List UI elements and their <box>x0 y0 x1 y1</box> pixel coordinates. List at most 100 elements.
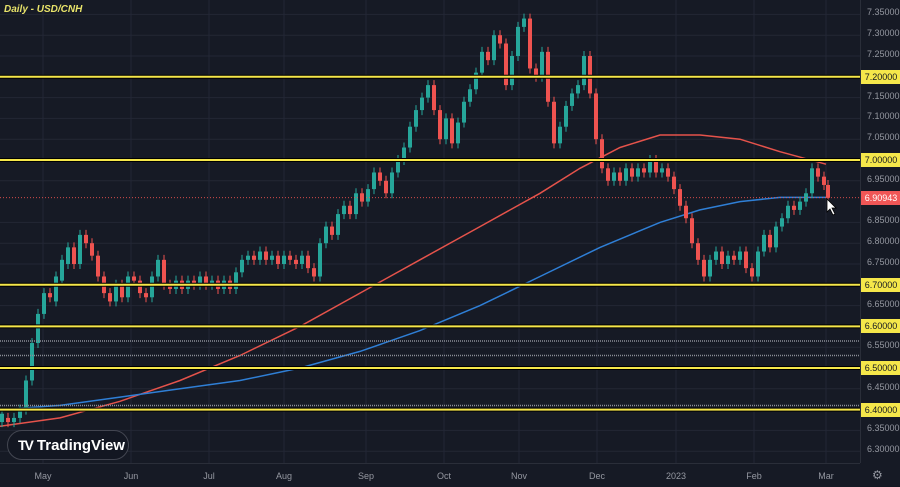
price-chart-plot[interactable] <box>0 0 860 463</box>
price-tick-label: 6.75000 <box>867 257 900 267</box>
candle-body <box>234 272 238 289</box>
price-tick-label: 6.45000 <box>867 381 900 392</box>
price-tick-label: 7.25000 <box>867 49 900 59</box>
candle-body <box>144 293 148 298</box>
time-tick-label: Jun <box>123 471 139 481</box>
candle-body <box>768 234 772 248</box>
level-price-tag: 6.60000 <box>861 319 900 334</box>
candle-body <box>744 251 748 269</box>
candle-body <box>378 172 382 181</box>
candle-body <box>720 251 724 264</box>
candle-body <box>666 168 670 177</box>
candle-body <box>786 205 790 219</box>
level-price-tag: 7.20000 <box>861 69 900 84</box>
candle-body <box>648 160 652 173</box>
candle-body <box>522 18 526 27</box>
time-tick-label: Nov <box>510 471 528 481</box>
time-axis[interactable]: May Jun Jul Aug Sep Oct Nov Dec 2023 Feb Mar <box>0 463 860 487</box>
candle-body <box>456 122 460 144</box>
level-price-tag: 6.70000 <box>861 277 900 292</box>
price-tick-label: 6.55000 <box>867 340 900 351</box>
candle-body <box>42 293 46 314</box>
candle-body <box>318 243 322 277</box>
candle-body <box>0 413 4 423</box>
level-price-tag: 6.50000 <box>861 361 900 375</box>
candle-body <box>108 293 112 302</box>
candle-body <box>510 56 514 86</box>
candle-body <box>618 172 622 181</box>
candle-body <box>738 251 742 260</box>
price-tick-label: 6.65000 <box>867 298 900 309</box>
candle-body <box>630 168 634 177</box>
candle-body <box>654 160 658 173</box>
candle-body <box>276 255 280 264</box>
candle-body <box>414 110 418 127</box>
candle-body <box>72 247 76 264</box>
candle-body <box>558 126 562 144</box>
chart-title: Daily - USD/CNH <box>4 4 83 15</box>
candle-body <box>756 251 760 277</box>
candle-body <box>336 214 340 235</box>
candle-body <box>642 168 646 173</box>
candle-body <box>306 255 310 269</box>
candle-body <box>300 255 304 264</box>
price-tick-label: 6.35000 <box>867 423 900 434</box>
candle-body <box>96 255 100 277</box>
candle-body <box>600 139 604 169</box>
level-price-tag: 7.00000 <box>861 153 900 167</box>
candle-body <box>372 172 376 190</box>
candle-body <box>198 276 202 285</box>
time-tick-label: Jul <box>203 471 215 481</box>
candle-body <box>114 284 118 302</box>
candle-body <box>24 380 28 410</box>
candle-body <box>492 35 496 61</box>
candle-body <box>438 110 442 140</box>
candle-body <box>84 234 88 244</box>
candle-body <box>36 313 40 344</box>
candle-body <box>324 226 328 244</box>
time-tick-label: 2023 <box>665 471 687 481</box>
gear-icon[interactable]: ⚙ <box>872 468 883 482</box>
candle-body <box>402 147 406 160</box>
candle-body <box>450 118 454 144</box>
time-tick-label: Mar <box>818 471 834 481</box>
candle-body <box>690 218 694 244</box>
time-tick-label: Dec <box>588 471 606 481</box>
candle-body <box>822 176 826 185</box>
candle-body <box>462 101 466 123</box>
plot-background <box>0 0 860 463</box>
candle-body <box>444 118 448 140</box>
candle-body <box>516 26 520 56</box>
candle-body <box>480 51 484 73</box>
candle-body <box>12 417 16 423</box>
candle-body <box>750 268 754 277</box>
candle-body <box>252 255 256 260</box>
candle-body <box>810 168 814 194</box>
candle-body <box>594 93 598 140</box>
candle-body <box>468 89 472 102</box>
candle-body <box>354 193 358 215</box>
candle-body <box>678 189 682 206</box>
moving-average-blue-line <box>0 196 826 411</box>
candle-body <box>264 251 268 260</box>
tradingview-logo[interactable]: TV TradingView <box>7 430 129 460</box>
candle-body <box>396 160 400 173</box>
candle-body <box>270 255 274 260</box>
candle-body <box>570 93 574 106</box>
candle-body <box>432 85 436 111</box>
price-tick-label: 7.05000 <box>867 132 900 143</box>
candle-body <box>258 251 262 260</box>
candle-body <box>816 168 820 177</box>
candle-body <box>348 205 352 215</box>
candle-body <box>732 255 736 260</box>
candle-body <box>792 205 796 210</box>
candle-body <box>780 218 784 227</box>
tradingview-logo-text: TradingView <box>36 436 125 454</box>
candle-body <box>504 43 508 86</box>
time-tick-label: Feb <box>746 471 762 481</box>
candle-body <box>426 85 430 98</box>
candle-body <box>636 168 640 177</box>
moving-average-red-line <box>0 134 827 427</box>
price-axis[interactable]: 7.35000 7.30000 7.25000 7.20000 7.15000 7.100… <box>860 0 900 463</box>
